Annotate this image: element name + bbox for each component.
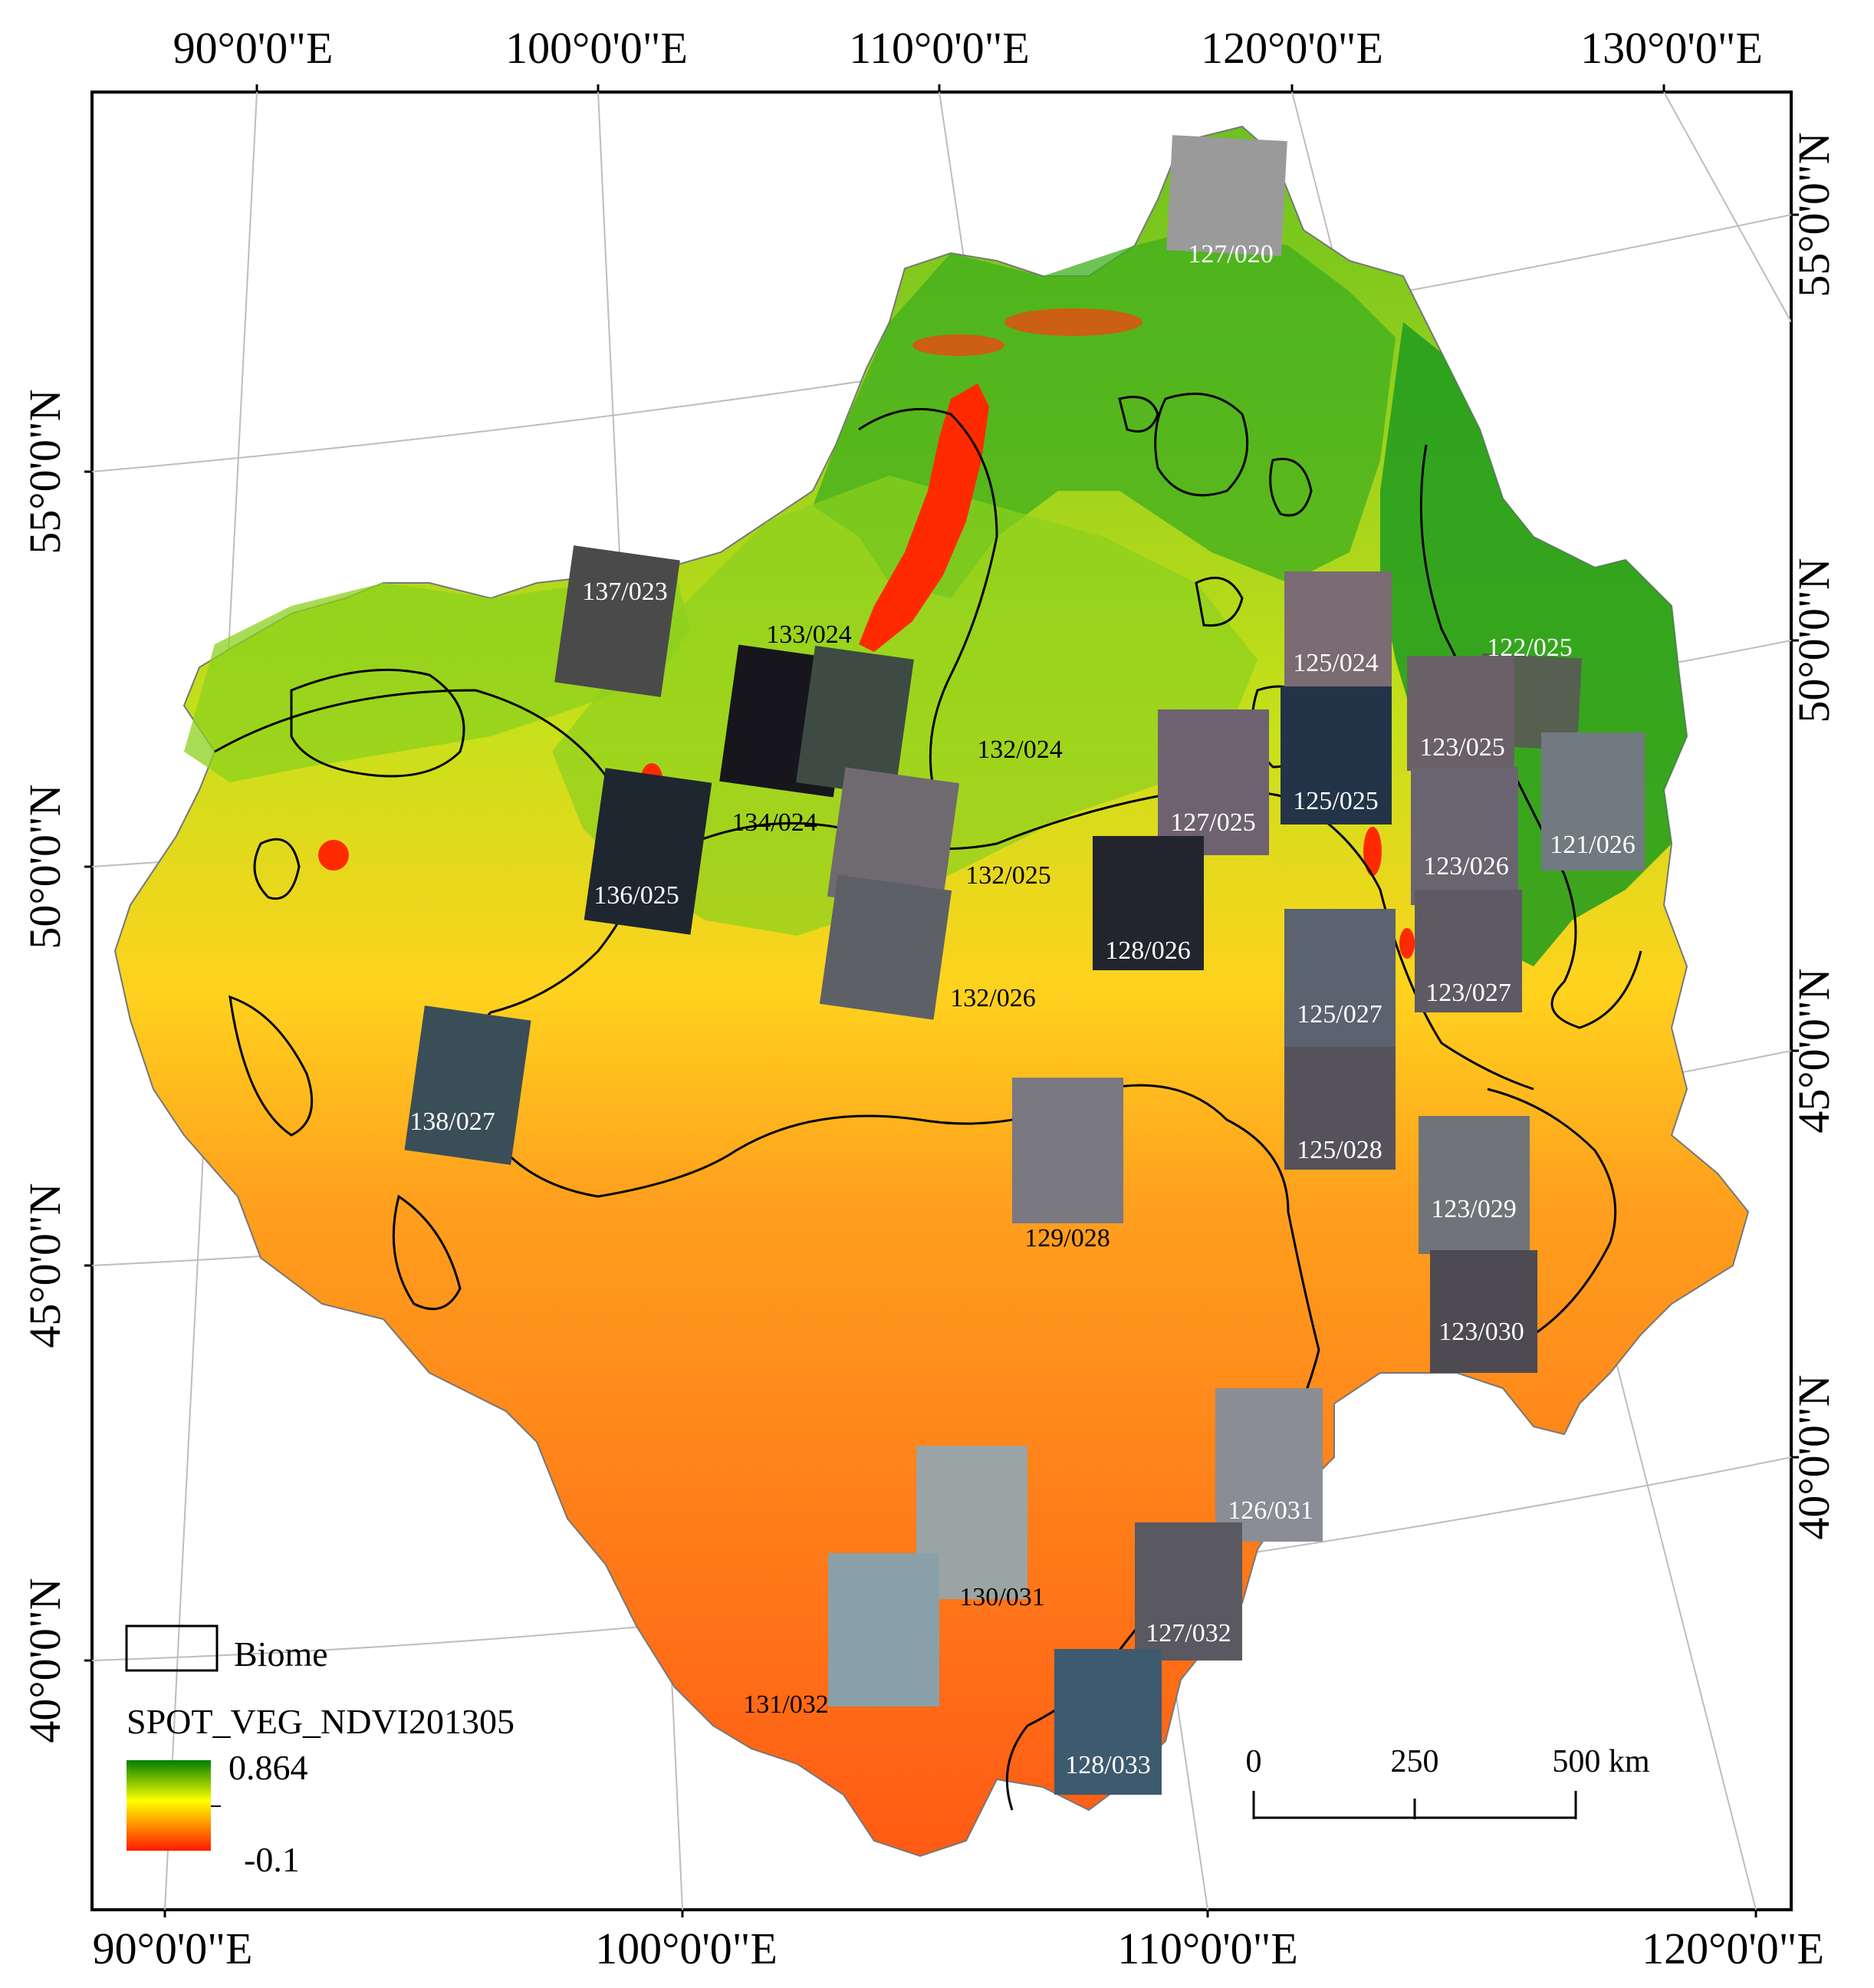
graticule-labels-right: 55°0'0"N 50°0'0"N 45°0'0"N 40°0'0"N <box>1789 132 1839 1539</box>
scene-label-123-029: 123/029 <box>1431 1195 1516 1223</box>
bottom-lon-label: 100°0'0"E <box>595 1924 778 1973</box>
left-lat-label: 45°0'0"N <box>20 1183 70 1348</box>
scene-label-125-027: 125/027 <box>1297 1000 1382 1029</box>
scene-tile-132-026 <box>819 874 952 1020</box>
scene-tiles <box>404 135 1645 1795</box>
scene-tile-136-025 <box>584 768 712 935</box>
scene-tile-129-028 <box>1012 1078 1123 1223</box>
scene-label-127-032: 127/032 <box>1146 1619 1231 1647</box>
graticule-labels-top: 90°0'0"E 100°0'0"E 110°0'0"E 120°0'0"E 1… <box>173 23 1763 73</box>
scene-label-131-032: 131/032 <box>743 1690 828 1719</box>
graticule-labels-left: 55°0'0"N 50°0'0"N 45°0'0"N 40°0'0"N <box>20 389 70 1743</box>
scene-label-123-030: 123/030 <box>1438 1318 1524 1346</box>
left-lat-label: 50°0'0"N <box>20 784 70 949</box>
scene-tile-127-032 <box>1135 1522 1242 1661</box>
scene-label-133-024: 133/024 <box>766 620 851 649</box>
scene-label-136-025: 136/025 <box>593 881 679 910</box>
scene-tile-137-023 <box>554 545 680 697</box>
scene-label-122-025: 122/025 <box>1487 634 1572 662</box>
scene-label-125-028: 125/028 <box>1297 1136 1382 1164</box>
right-lat-label: 55°0'0"N <box>1789 132 1839 297</box>
scene-tile-123-025 <box>1407 656 1514 771</box>
left-lat-label: 40°0'0"N <box>20 1578 70 1743</box>
bottom-lon-label: 110°0'0"E <box>1117 1924 1298 1973</box>
scale-label-250: 250 <box>1391 1744 1439 1779</box>
scene-tile-132-025 <box>827 767 960 913</box>
top-lon-label: 100°0'0"E <box>505 23 688 73</box>
scene-tile-123-030 <box>1430 1250 1537 1373</box>
red-patch-northwest <box>912 334 1004 356</box>
graticule-labels-bottom: 90°0'0"E 100°0'0"E 110°0'0"E 120°0'0"E <box>93 1924 1824 1973</box>
raster-legend-title: SPOT_VEG_NDVI201305 <box>127 1702 515 1741</box>
red-patch-north <box>1004 308 1142 336</box>
scene-label-127-020: 127/020 <box>1188 240 1273 268</box>
scene-label-126-031: 126/031 <box>1228 1496 1313 1525</box>
bottom-lon-label: 90°0'0"E <box>93 1924 253 1973</box>
scene-label-132-024: 132/024 <box>977 736 1062 764</box>
ndvi-min-value: -0.1 <box>244 1840 300 1879</box>
scene-label-138-027: 138/027 <box>409 1108 495 1136</box>
lake-small-3 <box>1399 928 1415 959</box>
frame-ticks <box>84 84 1799 1917</box>
scene-tile-125-027 <box>1284 909 1396 1047</box>
scene-label-137-023: 137/023 <box>582 578 667 606</box>
ndvi-color-ramp <box>127 1760 211 1851</box>
scene-labels: 127/020 137/023 133/024 134/024 132/024 … <box>409 240 1635 1779</box>
scene-label-130-031: 130/031 <box>959 1583 1044 1611</box>
top-lon-label: 110°0'0"E <box>849 23 1030 73</box>
scene-label-132-026: 132/026 <box>950 984 1035 1012</box>
scene-tile-128-033 <box>1054 1649 1162 1795</box>
left-lat-label: 55°0'0"N <box>20 389 70 554</box>
right-lat-label: 50°0'0"N <box>1789 558 1839 722</box>
scene-tile-126-031 <box>1215 1388 1323 1542</box>
top-lon-label: 90°0'0"E <box>173 23 334 73</box>
map-content: 127/020 137/023 133/024 134/024 132/024 … <box>92 92 1791 1910</box>
ndvi-max-value: 0.864 <box>228 1748 308 1787</box>
right-lat-label: 45°0'0"N <box>1789 968 1839 1133</box>
scene-label-121-026: 121/026 <box>1550 831 1635 859</box>
scene-tile-138-027 <box>404 1006 531 1165</box>
scene-label-134-024: 134/024 <box>732 808 817 837</box>
top-lon-label: 130°0'0"E <box>1580 23 1763 73</box>
scene-label-132-025: 132/025 <box>965 861 1050 890</box>
scale-label-500: 500 km <box>1552 1744 1650 1779</box>
scene-tile-132-024 <box>796 645 914 797</box>
right-lat-label: 40°0'0"N <box>1789 1374 1839 1539</box>
scene-tile-123-029 <box>1419 1116 1530 1254</box>
scene-tile-131-032 <box>828 1553 939 1707</box>
scene-tile-123-027 <box>1415 890 1522 1012</box>
scale-bar: 0 250 500 km <box>1246 1744 1650 1819</box>
scale-label-0: 0 <box>1246 1744 1262 1779</box>
scene-label-128-033: 128/033 <box>1065 1751 1150 1779</box>
legend: Biome SPOT_VEG_NDVI201305 0.864 -0.1 <box>125 1624 515 1879</box>
scene-tile-127-020 <box>1166 135 1287 256</box>
lake-baikal <box>859 383 989 652</box>
scene-label-123-025: 123/025 <box>1419 733 1504 762</box>
scene-label-128-026: 128/026 <box>1105 936 1190 965</box>
scene-tile-125-028 <box>1284 1047 1396 1170</box>
lake-small-1 <box>318 840 349 871</box>
top-lon-label: 120°0'0"E <box>1201 23 1383 73</box>
scene-tile-123-026 <box>1411 767 1518 905</box>
scene-label-123-026: 123/026 <box>1423 852 1508 880</box>
scene-label-129-028: 129/028 <box>1024 1224 1110 1252</box>
scene-tile-121-026 <box>1541 732 1645 871</box>
biome-legend-label: Biome <box>234 1634 328 1674</box>
scene-label-127-025: 127/025 <box>1170 808 1255 837</box>
scene-label-125-025: 125/025 <box>1293 787 1378 815</box>
biome-legend-swatch <box>125 1624 219 1672</box>
bottom-lon-label: 120°0'0"E <box>1642 1924 1824 1973</box>
lake-small-2 <box>1363 827 1382 876</box>
scene-tile-127-025 <box>1158 709 1269 855</box>
scene-tile-125-024 <box>1284 571 1392 686</box>
scene-label-123-027: 123/027 <box>1425 979 1511 1007</box>
scene-tile-125-025 <box>1281 686 1392 824</box>
scene-label-125-024: 125/024 <box>1293 649 1378 677</box>
scene-tile-128-026 <box>1093 836 1204 970</box>
